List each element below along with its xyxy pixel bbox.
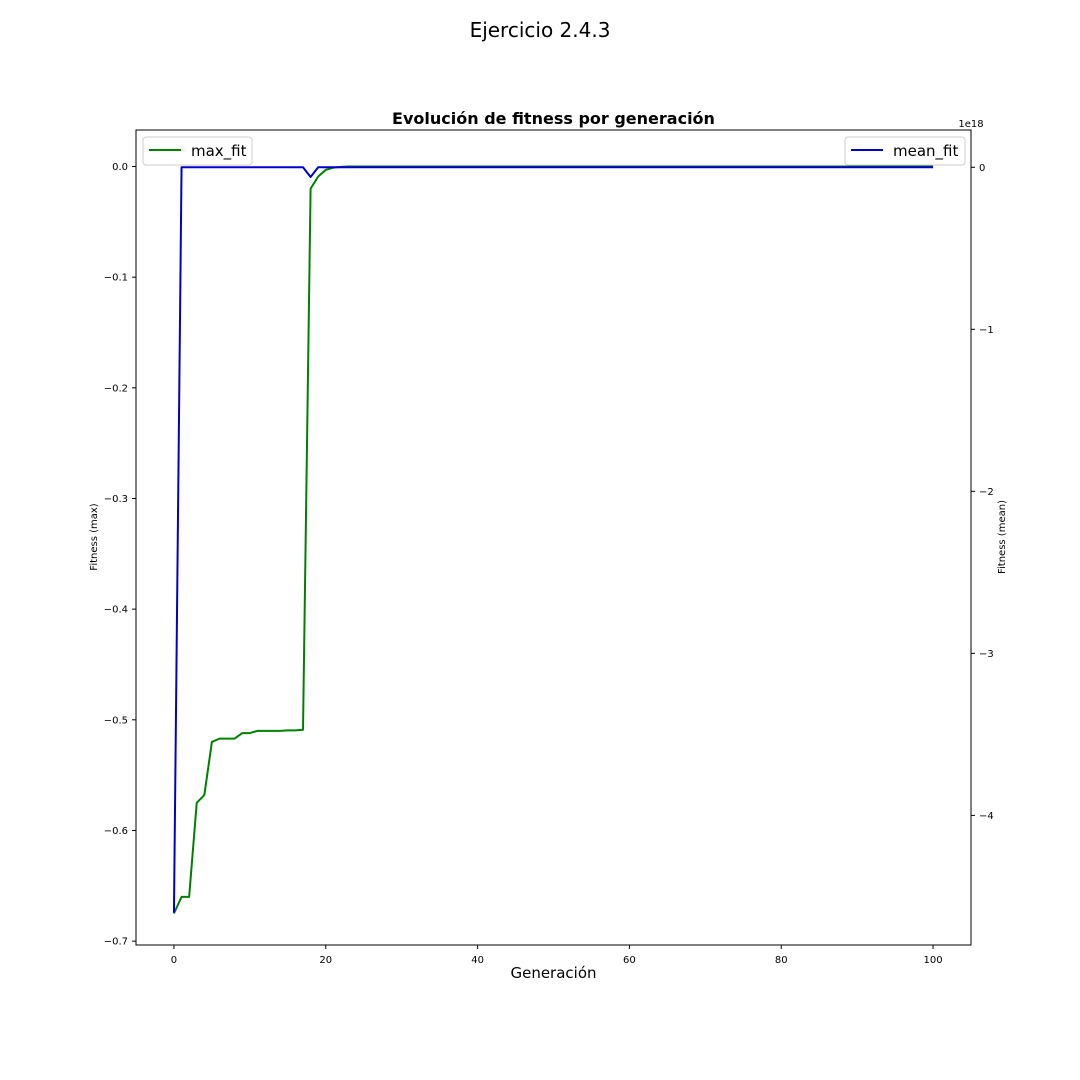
y-left-tick-label: −0.2 <box>104 383 128 394</box>
y-right-tick-label: 0 <box>979 163 985 174</box>
y-right-tick-label: −3 <box>979 649 994 660</box>
x-tick-label: 20 <box>319 955 332 966</box>
chart-title: Evolución de fitness por generación <box>392 109 715 128</box>
y-left-tick-label: −0.1 <box>104 273 128 284</box>
axes-frame <box>135 129 972 946</box>
legend-mean-fit-label: mean_fit <box>893 142 958 161</box>
y-left-tick-label: −0.5 <box>104 715 128 726</box>
x-tick-label: 40 <box>471 955 484 966</box>
y-right-tick-label: −2 <box>979 487 994 498</box>
y-left-tick-label: 0.0 <box>112 162 128 173</box>
y-axis-right-offset-text: 1e18 <box>958 119 983 130</box>
series-line-mean-fit <box>172 166 934 913</box>
series-line-max-fit <box>173 165 934 914</box>
figure-suptitle: Ejercicio 2.4.3 <box>470 18 611 42</box>
legend-mean-fit: mean_fit <box>844 136 966 166</box>
plot-lines <box>172 165 934 914</box>
y-right-tick-label: −4 <box>979 811 994 822</box>
y-axis-left-label: Fitness (max) <box>89 503 100 571</box>
y-left-tick-label: −0.4 <box>104 605 128 616</box>
y-left-tick-label: −0.6 <box>104 826 128 837</box>
x-tick-label: 100 <box>923 955 942 966</box>
axis-ticks: 0 20 40 60 80 100 0.0 −0.1 −0.2 −0.3 −0.4 −0.5 −0.6 −… <box>104 162 994 966</box>
legend-max-fit-label: max_fit <box>191 142 247 161</box>
x-tick-label: 80 <box>775 955 788 966</box>
y-left-tick-label: −0.3 <box>104 494 128 505</box>
x-axis-label: Generación <box>510 964 596 982</box>
y-axis-right-label: Fitness (mean) <box>997 500 1008 574</box>
legend-max-fit: max_fit <box>142 136 253 166</box>
y-right-tick-label: −1 <box>979 325 994 336</box>
y-left-tick-label: −0.7 <box>104 937 128 948</box>
x-tick-label: 60 <box>623 955 636 966</box>
x-tick-label: 0 <box>171 955 177 966</box>
